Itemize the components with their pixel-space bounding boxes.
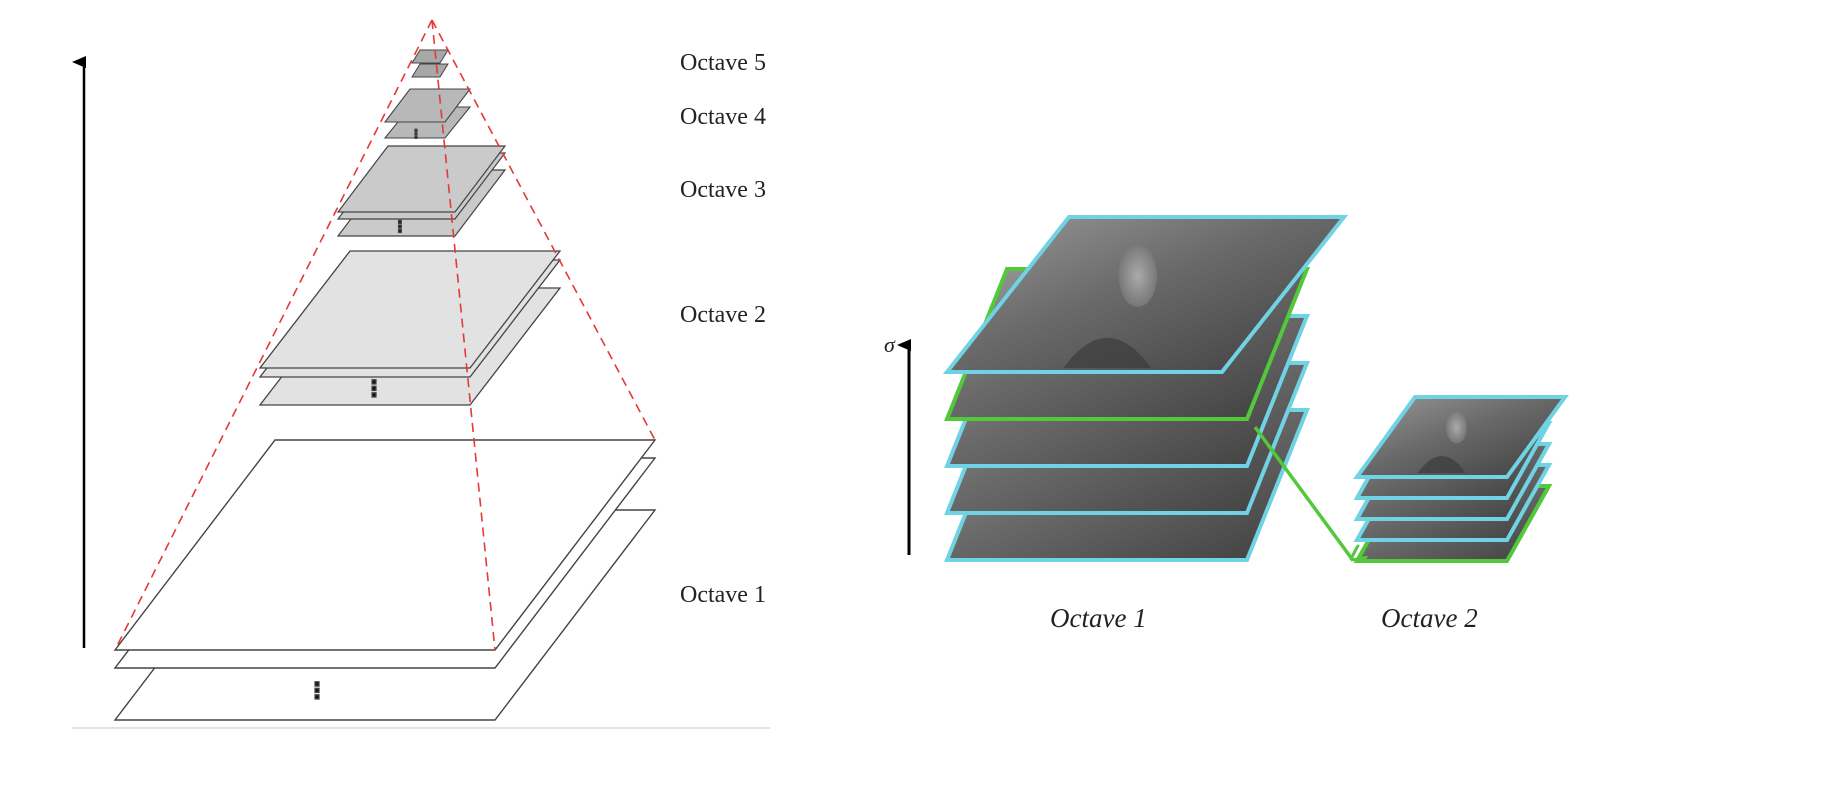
scale-space-image-stack-diagram: σ Octave 1 Octave 2: [884, 215, 1569, 633]
octave-1-plane-top: [113, 439, 657, 651]
octave-5-plane-top: [411, 49, 449, 64]
octave-1-layer-5: [942, 215, 1349, 374]
octave-2-plane-top: [258, 250, 562, 369]
gaussian-pyramid-diagram: ⋮ ⋮ ⋮ ⋮: [72, 19, 770, 729]
octave-4-plane-top: [383, 88, 472, 123]
octave-2-layer-5: [1353, 395, 1569, 479]
octave-5-planes: [411, 49, 449, 78]
dashed-guide-left: [114, 19, 433, 651]
octave-2-caption: Octave 2: [1381, 603, 1478, 633]
pyramid-dashed-guides: [114, 19, 656, 651]
octave-2-layer-5-portrait-body: [1417, 456, 1466, 473]
octave-1-planes: ⋮: [113, 439, 657, 721]
dashed-guide-center: [431, 19, 496, 651]
octave-1-layers: [942, 215, 1349, 562]
dashed-guide-right: [431, 19, 656, 441]
octave-1-caption: Octave 1: [1050, 603, 1147, 633]
octave-2-layers: [1353, 395, 1569, 563]
octave-2-planes: ⋮: [258, 250, 562, 406]
octave-2-layer-5-portrait-head: [1445, 411, 1467, 444]
octave-3-label: Octave 3: [680, 177, 766, 203]
octave-2-continuation-dots: ⋮: [363, 377, 385, 402]
octave-4-planes: ⋮: [383, 88, 472, 142]
octave-5-plane-bottom: [411, 63, 449, 78]
octave-1-layer-5-portrait-head: [1118, 244, 1158, 307]
octave-3-planes: ⋮: [336, 145, 507, 237]
octave-4-continuation-dots: ⋮: [410, 127, 422, 141]
octave-1-label: Octave 1: [680, 582, 766, 608]
downsample-arrow: [1253, 425, 1352, 559]
octave-4-label: Octave 4: [680, 104, 766, 130]
octave-1-continuation-dots: ⋮: [306, 679, 328, 704]
sigma-axis-label: σ: [884, 332, 896, 357]
octave-2-label: Octave 2: [680, 302, 766, 328]
octave-3-plane-top: [336, 145, 507, 213]
octave-1-layer-5-portrait-body: [1063, 337, 1152, 368]
octave-5-label: Octave 5: [680, 50, 766, 76]
octave-3-continuation-dots: ⋮: [392, 217, 408, 236]
